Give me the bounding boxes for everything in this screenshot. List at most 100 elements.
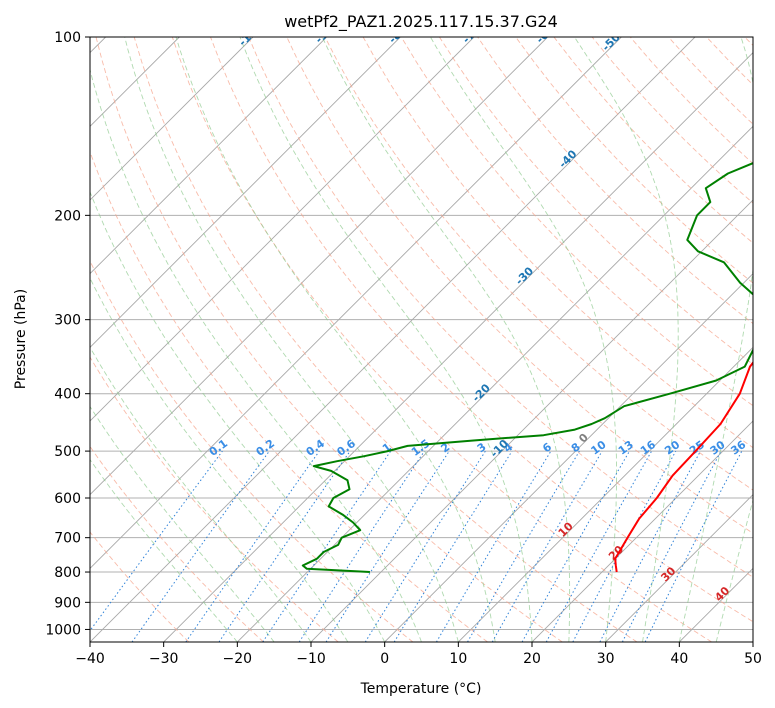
moist-adiabat-line bbox=[678, 37, 753, 642]
mixing-ratio-label: 0.6 bbox=[335, 437, 359, 459]
dry-adiabat-line bbox=[248, 37, 753, 578]
mixing-ratio-label: 1.5 bbox=[409, 437, 432, 459]
dry-adiabat-line bbox=[439, 37, 753, 365]
mixing-ratio-label: 3 bbox=[475, 440, 489, 455]
mixing-ratio-label: 13 bbox=[616, 438, 636, 458]
isotherm-line bbox=[752, 641, 753, 642]
dry-adiabat-line bbox=[95, 37, 563, 642]
isotherm-label: -10 bbox=[488, 437, 511, 460]
moist-adiabat-line bbox=[574, 37, 679, 642]
isotherm-line bbox=[531, 420, 753, 642]
isotherm-line bbox=[90, 37, 696, 642]
moist-adiabat-line bbox=[90, 346, 312, 642]
moist-adiabat-line bbox=[90, 190, 386, 642]
mixing-ratio-line bbox=[131, 450, 270, 642]
moist-adiabat-line bbox=[124, 37, 459, 642]
moist-adiabat-line bbox=[239, 37, 533, 642]
x-axis-title: Temperature (°C) bbox=[360, 681, 482, 697]
y-axis-title: Pressure (hPa) bbox=[13, 289, 29, 389]
mixing-ratio-line bbox=[218, 450, 351, 642]
x-tick-label: 10 bbox=[449, 651, 467, 667]
mixing-ratio-line bbox=[262, 450, 392, 642]
mixing-ratio-line bbox=[393, 450, 513, 642]
isotherm-label: -20 bbox=[470, 381, 493, 404]
dry-adiabat-line bbox=[400, 37, 753, 407]
mixing-ratio-label: 8 bbox=[569, 440, 583, 455]
mixing-ratio-label: 20 bbox=[662, 438, 682, 458]
mixing-ratio-line bbox=[185, 450, 320, 642]
dry-adiabat-line bbox=[515, 37, 753, 284]
moist-adiabat-line bbox=[90, 67, 422, 642]
mixing-ratio-label: 0.2 bbox=[254, 437, 277, 459]
x-tick-label: −10 bbox=[296, 651, 326, 667]
moist-adiabat-line bbox=[715, 498, 753, 642]
moist-adiabat-line bbox=[90, 405, 275, 642]
isotherm-line bbox=[384, 273, 753, 642]
moist-adiabats bbox=[90, 37, 753, 642]
isotherm-line bbox=[605, 494, 753, 642]
isotherm-label: -70 bbox=[460, 23, 483, 46]
dry-adiabat-line bbox=[744, 37, 753, 47]
y-tick-label: 1000 bbox=[45, 622, 81, 638]
y-tick-label: 400 bbox=[54, 387, 81, 403]
dry-adiabat-line bbox=[90, 445, 264, 642]
y-tick-label: 700 bbox=[54, 531, 81, 547]
x-tick-label: −20 bbox=[223, 651, 253, 667]
isotherm-line bbox=[679, 567, 753, 642]
isotherm-line bbox=[90, 37, 475, 422]
dry-adiabat-line bbox=[171, 37, 712, 642]
isotherm-line bbox=[90, 37, 548, 496]
isotherm-label: 30 bbox=[658, 564, 678, 584]
x-tick-label: −30 bbox=[149, 651, 179, 667]
mixing-ratio-lines bbox=[90, 450, 743, 642]
x-tick-label: 20 bbox=[523, 651, 541, 667]
x-tick-label: 0 bbox=[380, 651, 389, 667]
mixing-ratio-line bbox=[572, 450, 677, 642]
isotherm-line bbox=[237, 125, 753, 642]
mixing-ratio-line bbox=[467, 450, 580, 642]
isotherm-line bbox=[458, 346, 753, 642]
dry-adiabats bbox=[90, 37, 753, 642]
x-tick-label: 30 bbox=[597, 651, 615, 667]
y-tick-label: 600 bbox=[54, 491, 81, 507]
moist-adiabat-line bbox=[430, 37, 617, 642]
isotherm-line bbox=[163, 52, 753, 642]
chart-title: wetPf2_PAZ1.2025.117.15.37.G24 bbox=[284, 12, 558, 32]
mixing-ratio-line bbox=[521, 450, 630, 642]
mixing-ratio-label: 10 bbox=[589, 438, 609, 458]
isotherm-label: -30 bbox=[513, 264, 536, 287]
isotherms bbox=[90, 37, 753, 642]
y-tick-label: 200 bbox=[54, 208, 81, 224]
mixing-ratio-line bbox=[325, 450, 450, 642]
mixing-ratio-label: 0.1 bbox=[207, 437, 230, 459]
mixing-ratio-line bbox=[298, 450, 425, 642]
dry-adiabat-line bbox=[90, 531, 190, 642]
isotherm-label: -40 bbox=[556, 147, 579, 170]
y-axis: 100 200 300 400 500 600 700 800 900 1000 bbox=[45, 30, 90, 638]
mixing-ratio-line bbox=[644, 450, 743, 642]
mixing-ratio-line bbox=[545, 450, 653, 642]
dry-adiabat-line bbox=[90, 356, 339, 642]
plot-area: 0.1 0.2 0.4 0.6 1 1.5 2 3 4 6 8 10 13 16 20 25 30 36-100-… bbox=[90, 20, 753, 642]
mixing-ratio-line bbox=[90, 450, 223, 632]
mixing-ratio-label: 6 bbox=[540, 440, 554, 455]
y-tick-label: 300 bbox=[54, 313, 81, 329]
isotherm-label: -80 bbox=[386, 23, 409, 46]
isotherm-label: -100 bbox=[236, 20, 265, 49]
moist-adiabat-line bbox=[321, 37, 571, 642]
dry-adiabat-line bbox=[668, 37, 753, 125]
moist-adiabat-line bbox=[90, 458, 238, 642]
temperature-profile-line bbox=[614, 361, 753, 573]
isotherm-line bbox=[90, 37, 622, 569]
y-tick-label: 100 bbox=[54, 30, 81, 46]
y-tick-label: 500 bbox=[54, 444, 81, 460]
mixing-ratio-line bbox=[435, 450, 552, 642]
x-tick-label: −40 bbox=[75, 651, 105, 667]
dry-adiabat-line bbox=[90, 150, 488, 642]
dry-adiabat-line bbox=[210, 37, 753, 623]
isotherm-line bbox=[90, 37, 327, 275]
mixing-ratio-line bbox=[621, 450, 722, 642]
isotherm-line bbox=[90, 37, 254, 201]
isotherm-line bbox=[90, 37, 401, 348]
